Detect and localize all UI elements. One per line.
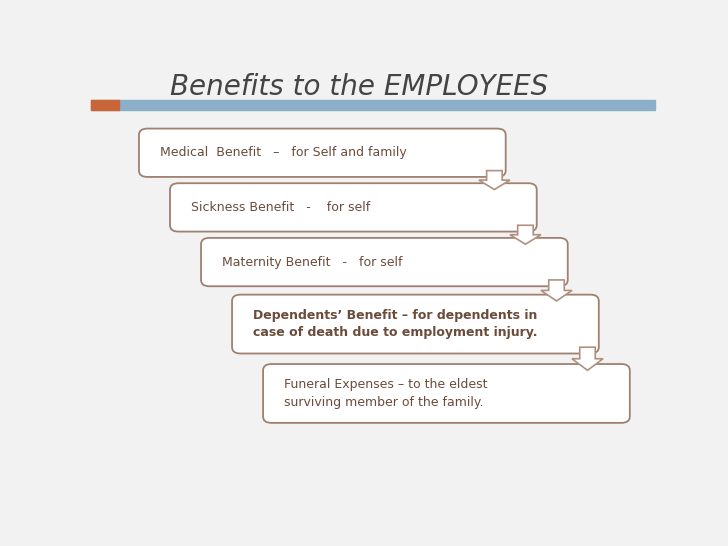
Polygon shape bbox=[572, 347, 603, 370]
Text: Funeral Expenses – to the eldest
surviving member of the family.: Funeral Expenses – to the eldest survivi… bbox=[284, 378, 488, 409]
Text: Maternity Benefit   -   for self: Maternity Benefit - for self bbox=[222, 256, 403, 269]
FancyBboxPatch shape bbox=[201, 238, 568, 286]
Text: Medical  Benefit   –   for Self and family: Medical Benefit – for Self and family bbox=[160, 146, 406, 159]
FancyBboxPatch shape bbox=[139, 128, 506, 177]
Polygon shape bbox=[479, 170, 510, 189]
FancyBboxPatch shape bbox=[232, 295, 598, 353]
FancyBboxPatch shape bbox=[263, 364, 630, 423]
Polygon shape bbox=[541, 280, 572, 301]
Polygon shape bbox=[510, 225, 541, 244]
Bar bbox=[91, 100, 119, 110]
Text: Dependents’ Benefit – for dependents in
case of death due to employment injury.: Dependents’ Benefit – for dependents in … bbox=[253, 309, 537, 339]
Text: Benefits to the EMPLOYEES: Benefits to the EMPLOYEES bbox=[170, 73, 548, 100]
Bar bbox=[91, 100, 655, 110]
Text: Sickness Benefit   -    for self: Sickness Benefit - for self bbox=[191, 201, 370, 214]
FancyBboxPatch shape bbox=[170, 183, 537, 232]
